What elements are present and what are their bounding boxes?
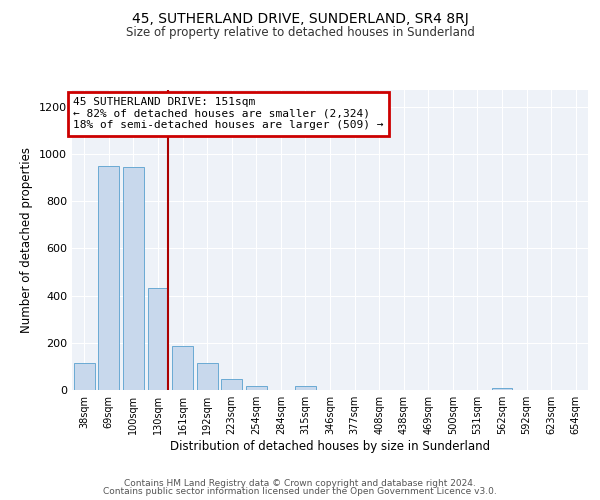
- Bar: [491, 388, 512, 390]
- X-axis label: Distribution of detached houses by size in Sunderland: Distribution of detached houses by size …: [170, 440, 490, 453]
- Bar: [295, 386, 316, 390]
- Text: 45 SUTHERLAND DRIVE: 151sqm
← 82% of detached houses are smaller (2,324)
18% of : 45 SUTHERLAND DRIVE: 151sqm ← 82% of det…: [73, 97, 384, 130]
- Bar: [148, 288, 169, 390]
- Bar: [98, 166, 119, 390]
- Text: Contains HM Land Registry data © Crown copyright and database right 2024.: Contains HM Land Registry data © Crown c…: [124, 478, 476, 488]
- Text: 45, SUTHERLAND DRIVE, SUNDERLAND, SR4 8RJ: 45, SUTHERLAND DRIVE, SUNDERLAND, SR4 8R…: [131, 12, 469, 26]
- Text: Size of property relative to detached houses in Sunderland: Size of property relative to detached ho…: [125, 26, 475, 39]
- Bar: [172, 346, 193, 390]
- Text: Contains public sector information licensed under the Open Government Licence v3: Contains public sector information licen…: [103, 487, 497, 496]
- Bar: [197, 363, 218, 390]
- Y-axis label: Number of detached properties: Number of detached properties: [20, 147, 34, 333]
- Bar: [123, 167, 144, 390]
- Bar: [221, 378, 242, 390]
- Bar: [246, 386, 267, 390]
- Bar: [74, 363, 95, 390]
